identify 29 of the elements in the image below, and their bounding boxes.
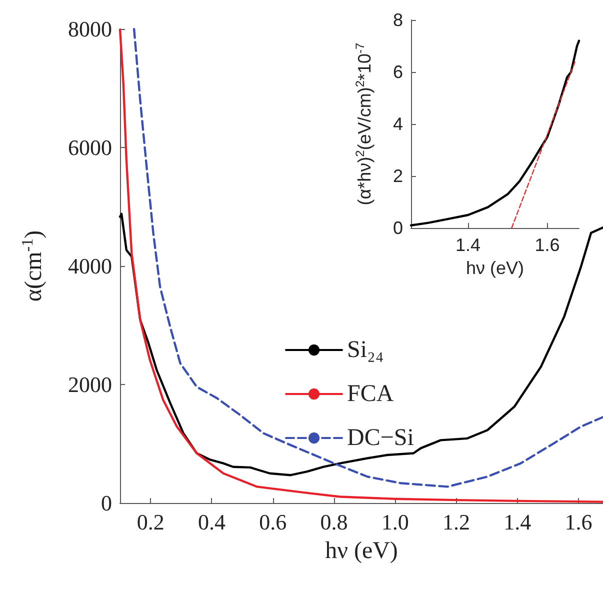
y-tick-label: 2000: [68, 372, 112, 397]
x-tick-label: 1.4: [504, 510, 532, 534]
x-tick-label: 0.8: [320, 510, 348, 534]
y-tick-label: 4: [392, 114, 403, 134]
y-tick-label: 8: [392, 10, 403, 30]
y-tick-label: 8000: [68, 16, 112, 42]
x-tick-label: 0.2: [136, 510, 164, 534]
x-tick-label: 1.6: [534, 235, 560, 255]
x-axis-title: hν (eV): [466, 258, 524, 278]
x-tick-label: 1.2: [442, 510, 470, 534]
x-tick-label: 1.6: [564, 510, 592, 534]
y-tick-label: 0: [101, 490, 112, 516]
y-axis-title: (α*hν)2(eV/cm)2*10-7: [353, 42, 374, 206]
line-series: [410, 40, 580, 226]
x-tick-label: 0.6: [259, 510, 287, 534]
x-tick-label: 1.0: [381, 510, 409, 534]
line-series: [118, 212, 603, 476]
legend-label: Si₂₄: [347, 337, 384, 363]
y-tick-label: 4000: [68, 254, 112, 278]
y-tick-label: 2: [392, 166, 403, 186]
y-axis-title: α(cm-1): [20, 230, 47, 302]
x-tick-label: 0.4: [198, 510, 226, 534]
legend-label: FCA: [347, 381, 394, 407]
legend-label: DC−Si: [347, 425, 414, 451]
y-tick-label: 6: [392, 62, 403, 82]
y-tick-label: 6000: [68, 135, 112, 160]
y-tick-label: 0: [392, 218, 403, 238]
x-tick-label: 1.4: [456, 235, 481, 255]
x-axis-title: hν (eV): [325, 538, 398, 564]
